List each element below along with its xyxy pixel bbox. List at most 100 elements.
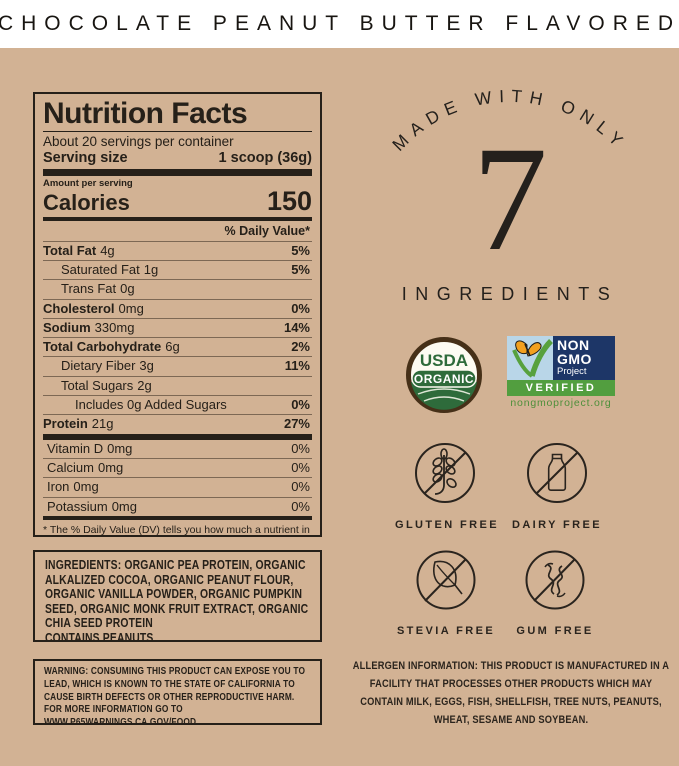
contains-statement: CONTAINS PEANUTS (45, 630, 154, 642)
prop65-warning-text: WARNING: CONSUMING THIS PRODUCT CAN EXPO… (44, 666, 306, 725)
nutrient-amount: 0mg (97, 459, 124, 475)
row-vitamin-d: Vitamin D 0mg 0% (43, 440, 312, 458)
butterfly-icon (507, 336, 553, 380)
daily-value-header: % Daily Value* (224, 223, 310, 238)
nutrient-name: Includes 0g Added Sugars (75, 397, 227, 413)
row-cholesterol: Cholesterol 0mg 0% (43, 298, 312, 318)
stevia-free-icon (416, 550, 476, 610)
number-seven: 7 (472, 116, 548, 282)
label-background (0, 48, 679, 766)
row-total-sugars: Total Sugars 2g (43, 375, 312, 395)
row-added-sugars: Includes 0g Added Sugars 0% (43, 395, 312, 414)
nutrient-name: Total Carbohydrate (43, 339, 162, 355)
nutrient-dv: 0% (291, 300, 310, 316)
row-total-carbohydrate: Total Carbohydrate 6g 2% (43, 337, 312, 356)
nongmo-line2: GMO (557, 351, 592, 367)
nutrient-dv: 14% (283, 319, 310, 335)
nongmo-line1: NON (557, 337, 590, 353)
flavor-banner: CHOCOLATE PEANUT BUTTER FLAVORED (0, 0, 679, 48)
gum-free-icon (525, 550, 585, 610)
nutrient-dv: 0% (291, 397, 310, 413)
flavor-title: CHOCOLATE PEANUT BUTTER FLAVORED (0, 12, 679, 35)
nutrient-dv: 0% (291, 479, 310, 495)
usda-organic-seal: USDA ORGANIC (406, 337, 482, 413)
row-potassium: Potassium 0mg 0% (43, 496, 312, 516)
thick-divider (43, 169, 312, 177)
nutrient-name: Vitamin D (47, 440, 104, 456)
nutrient-dv: 27% (283, 416, 310, 432)
nutrient-name: Total Sugars (61, 377, 134, 393)
dairy-free-icon (527, 443, 587, 503)
ingredients-text: INGREDIENTS: ORGANIC PEA PROTEIN, ORGANI… (45, 558, 309, 631)
nutrient-amount: 0g (120, 281, 135, 297)
nutrient-dv: 5% (291, 261, 310, 277)
nutrient-amount: 0mg (73, 479, 99, 495)
medium-divider (43, 216, 312, 221)
gum-free-label: GUM FREE (516, 625, 594, 637)
servings-per-container: About 20 servings per container (43, 134, 234, 150)
nutrient-name: Sodium (43, 319, 91, 335)
usda-text: USDA (420, 351, 468, 370)
organic-text: ORGANIC (414, 372, 474, 386)
nutrient-dv: 0% (291, 440, 310, 456)
nutrient-amount: 3g (139, 358, 154, 374)
serving-size-value: 1 scoop (36g) (218, 150, 312, 167)
nutrient-amount: 0mg (107, 440, 133, 456)
row-saturated-fat: Saturated Fat 1g 5% (43, 259, 312, 279)
nutrient-amount: 4g (100, 242, 115, 258)
nutrient-amount: 1g (143, 261, 159, 277)
ingredients-word: INGREDIENTS (401, 284, 619, 304)
row-calcium: Calcium 0mg 0% (43, 457, 312, 477)
row-trans-fat: Trans Fat 0g (43, 279, 312, 298)
gluten-free-label: GLUTEN FREE (394, 519, 499, 531)
nutrient-dv: 11% (284, 358, 310, 374)
nutrient-name: Calcium (47, 459, 94, 475)
gluten-free-icon (415, 443, 475, 503)
prop65-warning-box: WARNING: CONSUMING THIS PRODUCT CAN EXPO… (33, 659, 322, 725)
row-iron: Iron 0mg 0% (43, 477, 312, 496)
nutrient-name: Total Fat (43, 242, 97, 258)
thick-divider (43, 433, 312, 440)
nongmo-line3: Project (557, 366, 587, 377)
row-protein: Protein 21g 27% (43, 414, 312, 433)
medium-divider (43, 515, 312, 520)
nutrient-amount: 0mg (118, 300, 144, 316)
serving-size-label: Serving size (43, 150, 128, 167)
nutrient-name: Iron (47, 479, 70, 495)
nongmo-url: nongmoproject.org (510, 396, 612, 409)
nutrient-name: Cholesterol (43, 300, 115, 316)
nutrient-dv: 0% (291, 459, 310, 475)
nutrient-dv: 5% (291, 242, 310, 258)
nutrient-amount: 0mg (111, 498, 137, 514)
nutrient-name: Saturated Fat (61, 261, 140, 277)
nutrient-name: Trans Fat (61, 281, 117, 297)
ingredients-box: INGREDIENTS: ORGANIC PEA PROTEIN, ORGANI… (33, 550, 322, 642)
made-with-only-arc: MADE WITH ONLY (388, 86, 624, 155)
calories-value: 150 (266, 186, 312, 217)
calories-label: Calories (43, 189, 130, 215)
nutrition-facts-panel: Nutrition Facts About 20 servings per co… (33, 92, 322, 537)
stevia-free-label: STEVIA FREE (396, 625, 496, 637)
row-dietary-fiber: Dietary Fiber 3g 11% (43, 356, 312, 375)
row-sodium: Sodium 330mg 14% (43, 317, 312, 337)
nutrient-amount: 21g (91, 416, 114, 432)
allergen-information: ALLERGEN INFORMATION: THIS PRODUCT IS MA… (352, 660, 670, 726)
nutrient-name: Protein (43, 416, 88, 432)
nutrient-name: Dietary Fiber (61, 358, 136, 374)
verified-bar: VERIFIED (507, 380, 615, 396)
row-total-fat: Total Fat 4g 5% (43, 240, 312, 260)
nutrient-amount: 330mg (94, 319, 135, 335)
nutrient-amount: 2g (137, 377, 152, 393)
calories-row: Calories 150 (43, 186, 312, 217)
nutrition-facts-title: Nutrition Facts (43, 97, 312, 133)
nutrient-dv: 0% (291, 498, 310, 514)
amount-per-serving-label: Amount per serving (43, 178, 133, 190)
nutrient-dv: 2% (291, 339, 310, 355)
serving-size-row: Serving size 1 scoop (36g) (43, 149, 312, 169)
daily-value-footnote: * The % Daily Value (DV) tells you how m… (43, 523, 310, 536)
nutrient-amount: 6g (165, 339, 180, 355)
nutrient-name: Potassium (47, 498, 108, 514)
dairy-free-label: DAIRY FREE (511, 519, 602, 531)
non-gmo-project-badge: NON GMO Project VERIFIED nongmoproject.o… (507, 336, 615, 409)
